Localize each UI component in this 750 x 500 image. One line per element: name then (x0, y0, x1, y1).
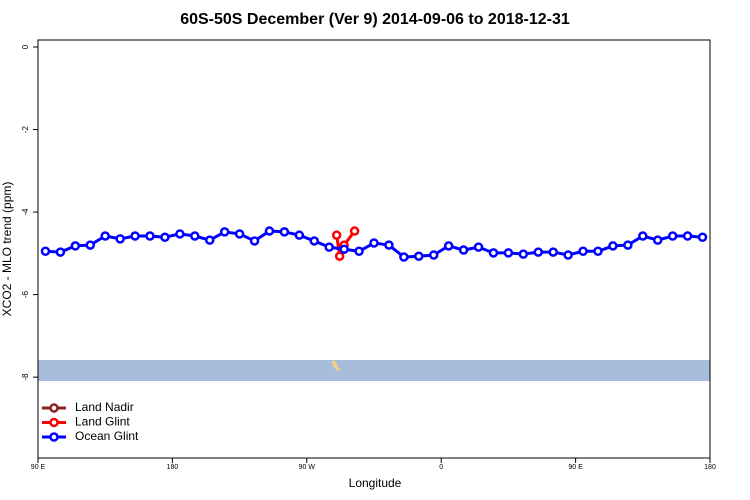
data-point (145, 231, 155, 241)
y-tick-label: -2 (21, 125, 30, 133)
data-point (160, 232, 170, 242)
data-point (414, 251, 424, 261)
data-point (369, 238, 379, 248)
data-point (70, 241, 81, 251)
plot-frame (37, 39, 711, 459)
data-point (324, 242, 334, 252)
y-axis-label: XCO2 - MLO trend (ppm) (0, 182, 14, 317)
data-point (309, 236, 320, 246)
data-point (334, 251, 345, 261)
data-point (384, 240, 394, 250)
data-point (349, 226, 360, 236)
data-point (623, 240, 633, 250)
data-point (638, 231, 648, 241)
data-point (682, 231, 693, 241)
data-point (331, 230, 342, 240)
x-tick-label: 0 (439, 464, 443, 471)
legend-label: Ocean Glint (75, 429, 139, 443)
legend-marker (49, 432, 59, 442)
data-point (578, 246, 588, 257)
data-point (518, 249, 529, 259)
data-point (219, 227, 230, 237)
data-point (204, 235, 215, 245)
data-point (115, 234, 125, 244)
map-strip (38, 360, 710, 381)
data-point (55, 247, 66, 257)
x-tick-label: 180 (704, 464, 716, 471)
data-point (503, 248, 514, 258)
chart-title: 60S-50S December (Ver 9) 2014-09-06 to 2… (180, 11, 570, 28)
data-point (563, 250, 573, 260)
data-point (488, 248, 499, 258)
data-point (249, 236, 260, 246)
legend-label: Land Glint (75, 415, 130, 429)
data-point (85, 240, 96, 250)
data-point (667, 231, 678, 241)
data-point (473, 242, 484, 252)
legend-marker (49, 403, 59, 413)
map-land (331, 361, 340, 371)
data-point (294, 230, 305, 240)
data-point (399, 252, 409, 262)
legend-label: Land Nadir (75, 400, 134, 414)
y-tick-label: -4 (21, 208, 30, 216)
data-point (458, 245, 469, 255)
data-point (130, 231, 140, 241)
data-point (428, 250, 439, 260)
data-point (548, 247, 558, 257)
data-point (264, 226, 275, 236)
data-point (608, 241, 618, 251)
x-tick-label: 180 (167, 464, 179, 471)
legend-marker (49, 417, 59, 428)
data-point (40, 246, 51, 257)
data-point (339, 244, 349, 254)
x-tick-label: 90 E (568, 464, 583, 471)
x-tick-label: 90 E (31, 464, 46, 471)
x-tick-label: 90 W (299, 464, 316, 471)
data-point (190, 231, 200, 241)
data-point (443, 241, 454, 251)
x-axis-label: Longitude (349, 476, 402, 490)
data-point (697, 232, 708, 242)
data-point (354, 246, 364, 257)
y-tick-label: -6 (21, 290, 30, 298)
data-point (593, 246, 603, 257)
data-point (100, 231, 110, 241)
data-point (279, 227, 290, 237)
data-point (234, 229, 245, 239)
y-tick-label: -8 (21, 373, 30, 381)
data-point (175, 229, 185, 239)
data-point (533, 247, 544, 257)
data-point (652, 235, 663, 245)
y-tick-label: 0 (21, 44, 30, 49)
